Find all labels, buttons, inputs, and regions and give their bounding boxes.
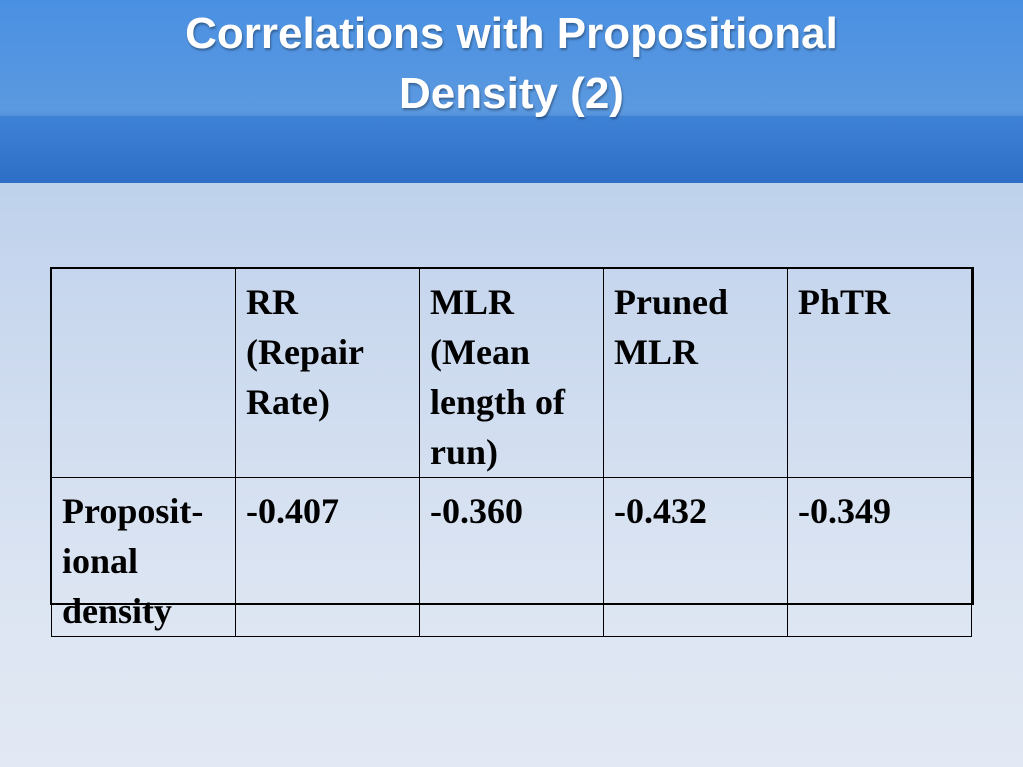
cell-pruned-mlr: -0.432 <box>603 477 788 637</box>
cell-mlr: -0.360 <box>419 477 604 637</box>
table-corner-cell <box>51 268 236 478</box>
column-header-phtr: PhTR <box>787 268 972 478</box>
correlation-table: RR (Repair Rate) MLR (Mean length of run… <box>51 268 972 637</box>
cell-phtr: -0.349 <box>787 477 972 637</box>
table-row: Proposit- ional density -0.407 -0.360 -0… <box>51 477 972 637</box>
slide-title: Correlations with Propositional Density … <box>185 9 838 118</box>
row-label-propositional-density: Proposit- ional density <box>51 477 236 637</box>
column-header-rr: RR (Repair Rate) <box>235 268 420 478</box>
cell-rr: -0.407 <box>235 477 420 637</box>
column-header-mlr: MLR (Mean length of run) <box>419 268 604 478</box>
column-header-pruned-mlr: Pruned MLR <box>603 268 788 478</box>
title-band <box>0 116 1023 183</box>
table-header-row: RR (Repair Rate) MLR (Mean length of run… <box>51 268 972 478</box>
title-bar <box>0 0 1023 183</box>
